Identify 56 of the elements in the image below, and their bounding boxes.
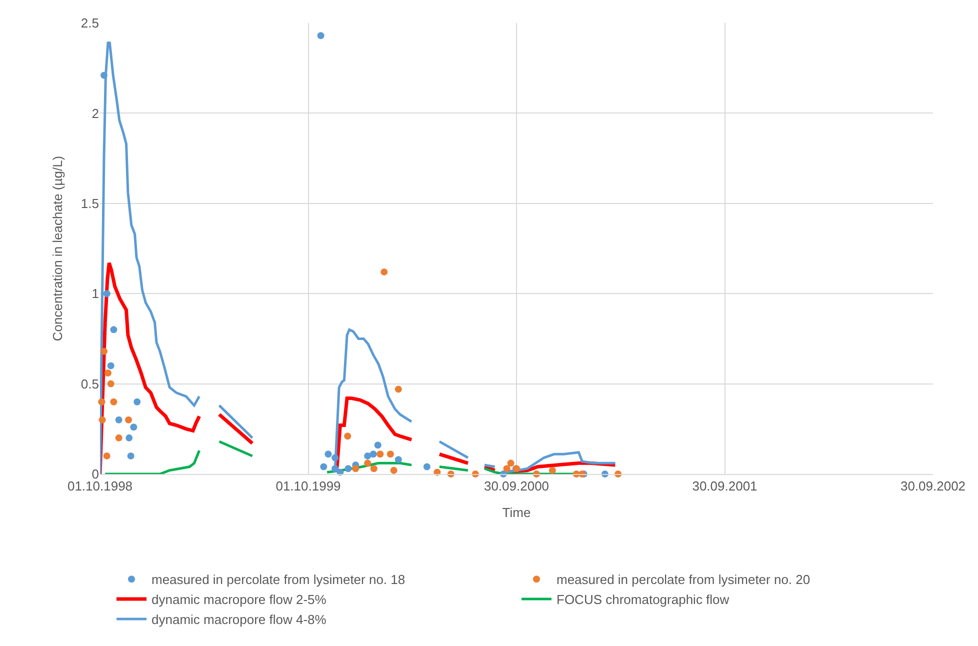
point bbox=[115, 416, 122, 424]
legend-label: dynamic macropore flow 2-5% bbox=[152, 592, 327, 608]
point bbox=[110, 398, 118, 406]
point bbox=[352, 465, 360, 472]
point bbox=[344, 465, 352, 472]
x-tick-label: 01.10.1999 bbox=[276, 478, 341, 494]
point bbox=[110, 326, 118, 334]
point bbox=[126, 434, 133, 442]
x-axis-title: Time bbox=[502, 505, 531, 520]
point bbox=[364, 452, 372, 460]
y-tick-label: 2 bbox=[92, 106, 99, 121]
legend-label: measured in percolate from lysimeter no. 20 bbox=[556, 572, 810, 588]
y-tick-label: 1 bbox=[92, 286, 99, 302]
point bbox=[107, 380, 114, 388]
point bbox=[104, 369, 112, 376]
point bbox=[394, 386, 402, 393]
legend-label: dynamic macropore flow 4-8% bbox=[152, 612, 327, 628]
point bbox=[134, 398, 141, 406]
point bbox=[370, 465, 378, 472]
point bbox=[548, 466, 556, 474]
legend-label: FOCUS chromatographic flow bbox=[556, 592, 730, 608]
point bbox=[130, 424, 138, 431]
point bbox=[394, 456, 402, 464]
point bbox=[376, 450, 384, 458]
point bbox=[364, 460, 372, 467]
point bbox=[115, 434, 122, 442]
point bbox=[344, 432, 352, 440]
point bbox=[125, 416, 132, 424]
point bbox=[100, 72, 108, 79]
point bbox=[423, 463, 430, 470]
point bbox=[103, 290, 110, 298]
point bbox=[374, 442, 382, 449]
x-tick-label: 30.09.2000 bbox=[484, 478, 550, 494]
point bbox=[100, 348, 108, 355]
point bbox=[324, 450, 332, 458]
point bbox=[103, 452, 110, 460]
point bbox=[370, 450, 377, 458]
point bbox=[98, 416, 106, 424]
point bbox=[127, 452, 134, 460]
point bbox=[380, 268, 388, 276]
legend-label: measured in percolate from lysimeter no. 18 bbox=[152, 572, 406, 588]
point bbox=[320, 463, 328, 470]
x-tick-label: 30.09.2001 bbox=[692, 478, 758, 494]
y-tick-label: 0.5 bbox=[80, 376, 99, 392]
point bbox=[107, 362, 114, 370]
y-tick-label: 2.5 bbox=[80, 16, 99, 31]
point bbox=[390, 466, 398, 474]
point bbox=[317, 32, 324, 40]
point bbox=[507, 460, 514, 467]
point bbox=[332, 465, 339, 472]
y-axis-title: Concentration in leachate (µg/L) bbox=[50, 156, 65, 342]
y-tick-label: 1.5 bbox=[80, 196, 99, 211]
x-tick-label: 30.09.2002 bbox=[900, 478, 966, 494]
point bbox=[386, 450, 394, 458]
point bbox=[503, 465, 510, 472]
point bbox=[332, 454, 339, 462]
